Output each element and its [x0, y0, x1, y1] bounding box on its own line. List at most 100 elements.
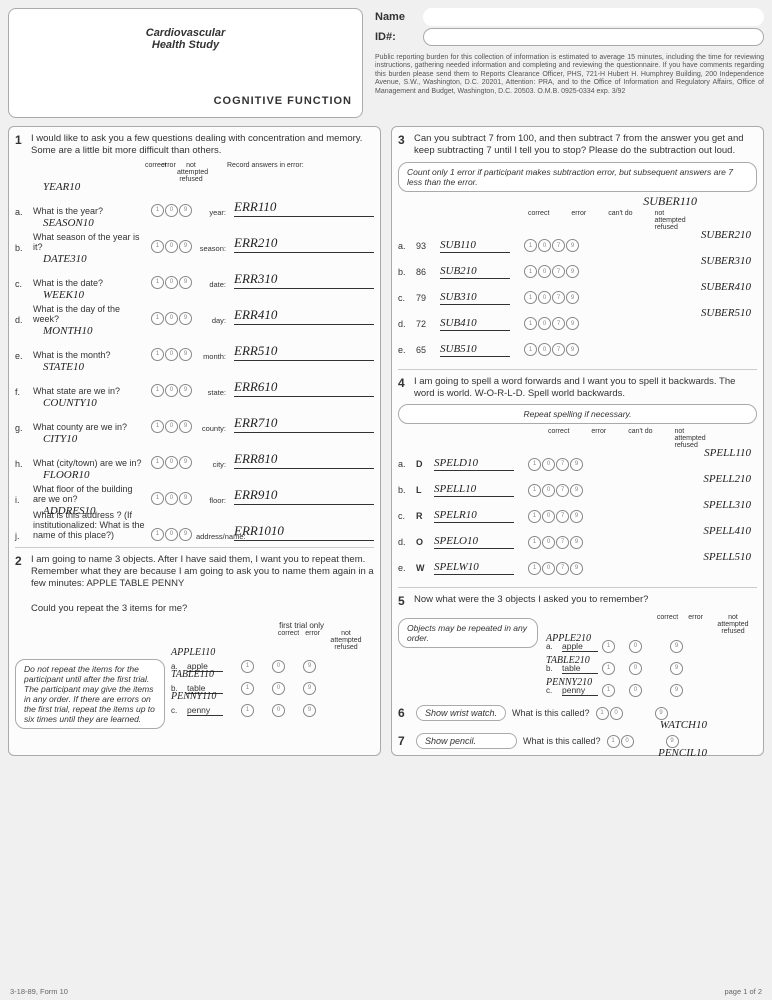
answer-line[interactable]: ERR910	[234, 489, 374, 505]
bubble[interactable]: 1	[524, 265, 537, 278]
bubble[interactable]: 9	[179, 276, 192, 289]
bubble[interactable]: 9	[566, 343, 579, 356]
bubble[interactable]: 9	[666, 735, 679, 748]
answer-line[interactable]: SUB110	[440, 239, 510, 253]
bubble[interactable]: 1	[528, 536, 541, 549]
answer-line[interactable]: SPELR10	[434, 509, 514, 523]
bubble[interactable]: 1	[151, 384, 164, 397]
bubble[interactable]: 9	[179, 312, 192, 325]
bubble[interactable]: 0	[165, 312, 178, 325]
bubble[interactable]: 7	[556, 510, 569, 523]
bubble[interactable]: 1	[528, 562, 541, 575]
bubble[interactable]: 9	[179, 420, 192, 433]
bubble[interactable]: 1	[524, 239, 537, 252]
bubble[interactable]: 1	[607, 735, 620, 748]
bubble[interactable]: 0	[621, 735, 634, 748]
bubble[interactable]: 1	[151, 312, 164, 325]
bubble[interactable]: 0	[272, 660, 285, 673]
bubble[interactable]: 0	[610, 707, 623, 720]
bubble[interactable]: 1	[151, 528, 164, 541]
bubble[interactable]: 1	[602, 684, 615, 697]
bubble[interactable]: 1	[151, 420, 164, 433]
bubble[interactable]: 0	[542, 484, 555, 497]
bubble[interactable]: 9	[670, 640, 683, 653]
bubble[interactable]: 9	[570, 562, 583, 575]
bubble[interactable]: 1	[151, 240, 164, 253]
bubble[interactable]: 7	[552, 343, 565, 356]
name-input[interactable]	[423, 8, 764, 26]
bubble[interactable]: 0	[272, 682, 285, 695]
bubble[interactable]: 7	[552, 291, 565, 304]
bubble[interactable]: 1	[151, 492, 164, 505]
bubble[interactable]: 0	[165, 204, 178, 217]
bubble[interactable]: 9	[179, 348, 192, 361]
answer-line[interactable]: ERR410	[234, 309, 374, 325]
bubble[interactable]: 9	[303, 704, 316, 717]
bubble[interactable]: 9	[670, 662, 683, 675]
bubble[interactable]: 0	[542, 510, 555, 523]
bubble[interactable]: 9	[570, 458, 583, 471]
answer-line[interactable]: ERR310	[234, 273, 374, 289]
bubble[interactable]: 9	[570, 484, 583, 497]
bubble[interactable]: 0	[538, 291, 551, 304]
bubble[interactable]: 0	[165, 276, 178, 289]
bubble[interactable]: 1	[241, 682, 254, 695]
answer-line[interactable]: ERR610	[234, 381, 374, 397]
bubble[interactable]: 0	[165, 240, 178, 253]
bubble[interactable]: 0	[165, 456, 178, 469]
answer-line[interactable]: SUB410	[440, 317, 510, 331]
answer-line[interactable]: ERR1010	[234, 525, 374, 541]
bubble[interactable]: 9	[303, 660, 316, 673]
bubble[interactable]: 9	[570, 536, 583, 549]
bubble[interactable]: 9	[303, 682, 316, 695]
answer-line[interactable]: SPELW10	[434, 561, 514, 575]
bubble[interactable]: 9	[179, 240, 192, 253]
bubble[interactable]: 9	[566, 291, 579, 304]
bubble[interactable]: 0	[629, 684, 642, 697]
answer-line[interactable]: ERR110	[234, 201, 374, 217]
bubble[interactable]: 1	[151, 204, 164, 217]
bubble[interactable]: 0	[165, 348, 178, 361]
bubble[interactable]: 0	[542, 458, 555, 471]
bubble[interactable]: 0	[542, 562, 555, 575]
answer-line[interactable]: SUB510	[440, 343, 510, 357]
bubble[interactable]: 0	[165, 528, 178, 541]
bubble[interactable]: 7	[556, 562, 569, 575]
answer-line[interactable]: ERR710	[234, 417, 374, 433]
bubble[interactable]: 0	[629, 662, 642, 675]
bubble[interactable]: 1	[524, 317, 537, 330]
bubble[interactable]: 1	[602, 640, 615, 653]
bubble[interactable]: 9	[179, 204, 192, 217]
bubble[interactable]: 9	[670, 684, 683, 697]
bubble[interactable]: 7	[556, 484, 569, 497]
bubble[interactable]: 7	[552, 317, 565, 330]
answer-line[interactable]: ERR210	[234, 237, 374, 253]
bubble[interactable]: 7	[556, 458, 569, 471]
bubble[interactable]: 0	[538, 239, 551, 252]
answer-line[interactable]: SPELO10	[434, 535, 514, 549]
bubble[interactable]: 1	[241, 660, 254, 673]
answer-line[interactable]: ERR510	[234, 345, 374, 361]
bubble[interactable]: 1	[524, 343, 537, 356]
bubble[interactable]: 7	[556, 536, 569, 549]
bubble[interactable]: 1	[151, 276, 164, 289]
bubble[interactable]: 0	[542, 536, 555, 549]
answer-line[interactable]: SPELD10	[434, 457, 514, 471]
bubble[interactable]: 1	[528, 510, 541, 523]
answer-line[interactable]: SUB310	[440, 291, 510, 305]
bubble[interactable]: 0	[165, 420, 178, 433]
bubble[interactable]: 1	[524, 291, 537, 304]
bubble[interactable]: 9	[570, 510, 583, 523]
bubble[interactable]: 1	[151, 456, 164, 469]
bubble[interactable]: 0	[538, 317, 551, 330]
answer-line[interactable]: ERR810	[234, 453, 374, 469]
bubble[interactable]: 1	[241, 704, 254, 717]
answer-line[interactable]: SUB210	[440, 265, 510, 279]
bubble[interactable]: 7	[552, 265, 565, 278]
bubble[interactable]: 1	[602, 662, 615, 675]
bubble[interactable]: 9	[566, 317, 579, 330]
bubble[interactable]: 0	[165, 492, 178, 505]
bubble[interactable]: 9	[179, 492, 192, 505]
bubble[interactable]: 9	[655, 707, 668, 720]
bubble[interactable]: 0	[538, 343, 551, 356]
